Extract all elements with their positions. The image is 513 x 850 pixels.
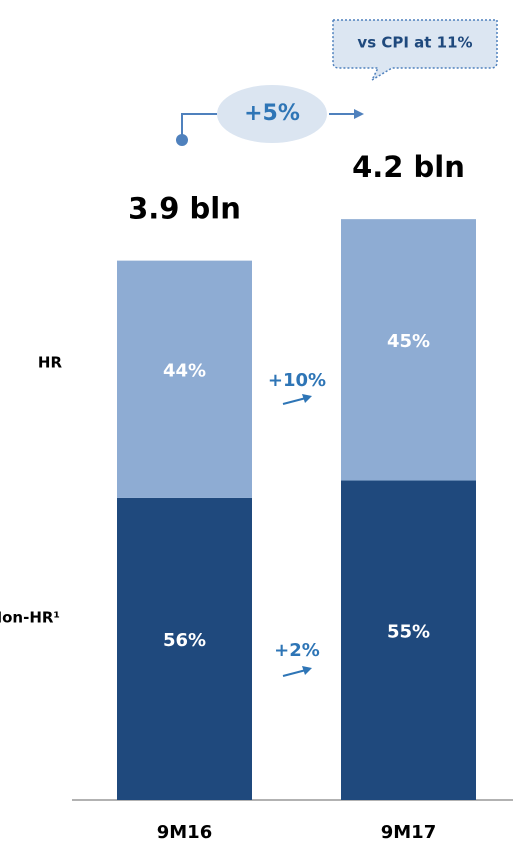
bar-segment: [117, 260, 252, 498]
series-label: HR: [38, 354, 63, 372]
connector-dot: [176, 134, 188, 146]
cpi-note: vs CPI at 11%: [357, 34, 472, 52]
arrow: [282, 397, 307, 405]
total-label: 4.2 bln: [352, 150, 465, 184]
growth-bubble: [217, 85, 327, 143]
arrowhead: [302, 394, 312, 403]
bar-segment: [341, 480, 476, 800]
arrow: [282, 669, 307, 677]
growth-connector: [181, 113, 217, 138]
value-label: 56%: [163, 630, 206, 651]
bar-segment: [341, 219, 476, 481]
series-growth: +2%: [274, 640, 320, 661]
series-growth: +10%: [268, 370, 326, 391]
value-label: 45%: [387, 331, 430, 352]
x-tick-label: 9M17: [381, 822, 437, 843]
x-tick-label: 9M16: [157, 822, 213, 843]
value-label: 44%: [163, 360, 206, 381]
total-label: 3.9 bln: [128, 192, 241, 226]
callout-box: [332, 19, 498, 82]
value-label: 55%: [387, 621, 430, 642]
growth-label: +5%: [244, 101, 300, 126]
arrowhead: [302, 666, 312, 675]
bar-segment: [117, 497, 252, 800]
growth-arrowhead: [354, 109, 364, 119]
series-label: Non-HR¹: [0, 609, 60, 627]
